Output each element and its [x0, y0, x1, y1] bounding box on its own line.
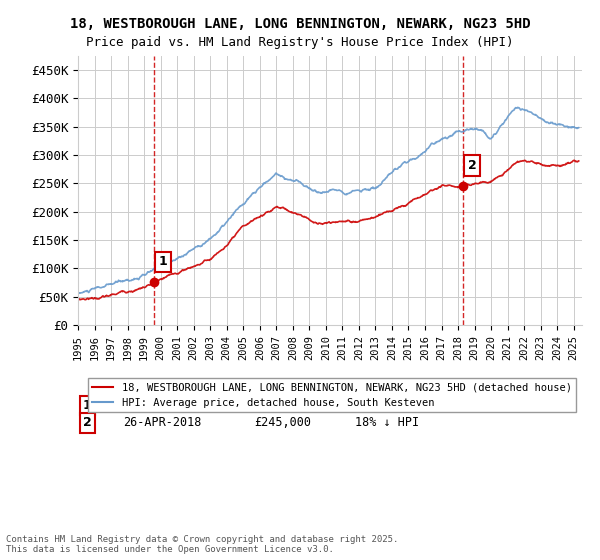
- Text: 18% ↓ HPI: 18% ↓ HPI: [355, 417, 419, 430]
- Text: £75,000: £75,000: [254, 399, 304, 412]
- Text: 26-APR-2018: 26-APR-2018: [124, 417, 202, 430]
- Text: 1: 1: [159, 255, 168, 268]
- Text: £245,000: £245,000: [254, 417, 311, 430]
- Text: 04-AUG-1999: 04-AUG-1999: [124, 399, 202, 412]
- Legend: 18, WESTBOROUGH LANE, LONG BENNINGTON, NEWARK, NG23 5HD (detached house), HPI: A: 18, WESTBOROUGH LANE, LONG BENNINGTON, N…: [88, 379, 576, 412]
- Text: 18, WESTBOROUGH LANE, LONG BENNINGTON, NEWARK, NG23 5HD: 18, WESTBOROUGH LANE, LONG BENNINGTON, N…: [70, 17, 530, 31]
- Text: 20% ↓ HPI: 20% ↓ HPI: [355, 399, 419, 412]
- Text: Contains HM Land Registry data © Crown copyright and database right 2025.
This d: Contains HM Land Registry data © Crown c…: [6, 535, 398, 554]
- Text: Price paid vs. HM Land Registry's House Price Index (HPI): Price paid vs. HM Land Registry's House …: [86, 36, 514, 49]
- Text: 2: 2: [468, 159, 477, 172]
- Text: 1: 1: [83, 399, 92, 412]
- Text: 2: 2: [83, 417, 92, 430]
